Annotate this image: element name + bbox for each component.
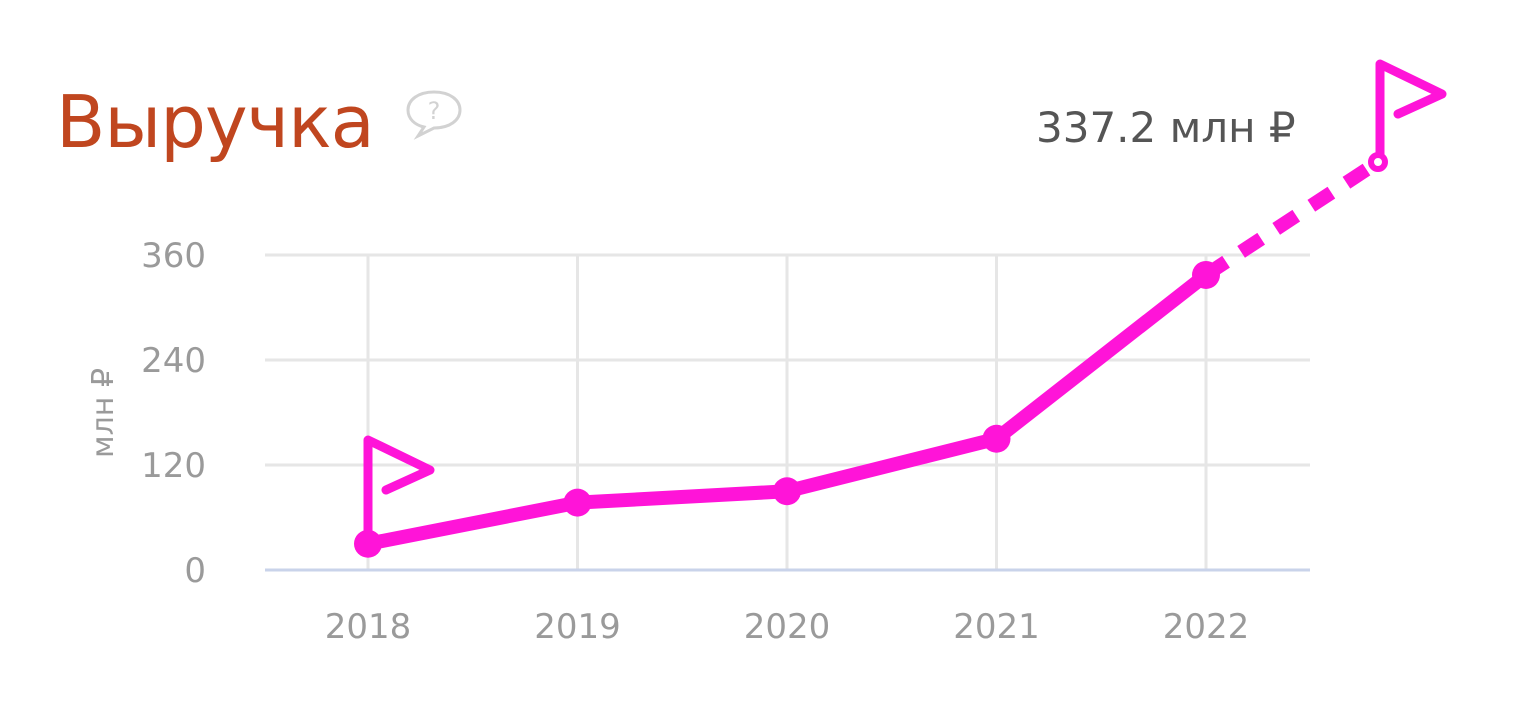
flag-icon	[1375, 59, 1447, 169]
data-point	[1192, 260, 1220, 289]
x-tick-label: 2019	[534, 607, 621, 647]
flag-outline	[363, 435, 435, 545]
data-point	[773, 477, 801, 506]
y-tick-label: 120	[141, 446, 206, 486]
y-tick-label: 360	[141, 236, 206, 276]
x-tick-label: 2021	[953, 607, 1040, 647]
card-title: Выручка	[56, 80, 375, 164]
x-tick-label: 2018	[325, 607, 412, 647]
x-tick-label: 2022	[1163, 607, 1250, 647]
question-speech-bubble-icon[interactable]: ?	[404, 88, 464, 140]
svg-text:?: ?	[428, 97, 441, 125]
flag-outline	[1375, 59, 1447, 169]
forecast-value: 337.2 млн ₽	[1036, 103, 1296, 152]
forecast-end-marker	[1368, 152, 1388, 172]
flag-icon	[363, 435, 435, 545]
forecast-dashed-line	[1202, 156, 1382, 281]
data-point	[563, 488, 592, 517]
y-tick-label: 240	[141, 341, 206, 381]
y-tick-label: 0	[184, 551, 206, 591]
y-axis-label: млн ₽	[86, 368, 121, 458]
x-tick-label: 2020	[744, 607, 831, 647]
data-point	[982, 424, 1011, 453]
